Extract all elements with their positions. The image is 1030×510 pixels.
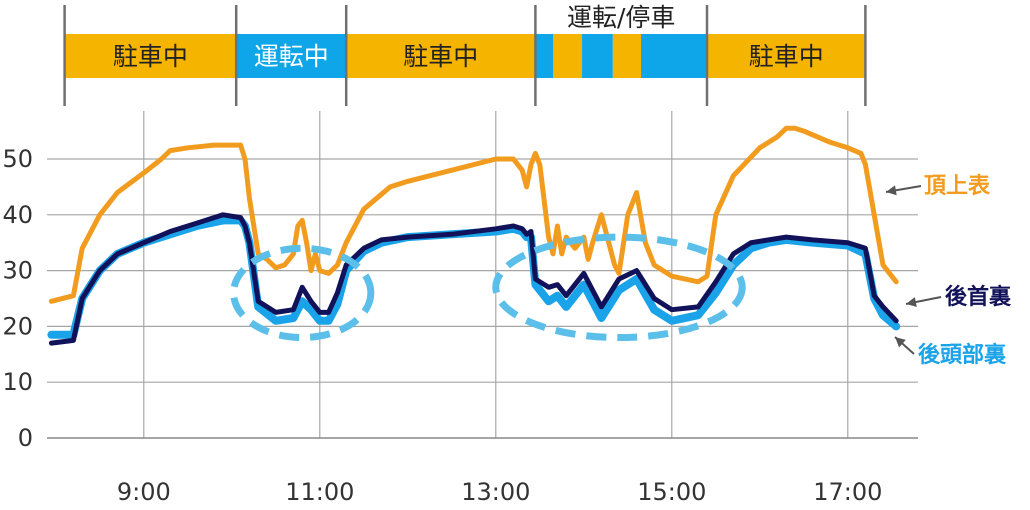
state-segment [236,34,347,78]
x-axis-ticks: 9:00 11:00 13:00 15:00 17:00 [117,478,883,506]
state-segment [346,34,536,78]
state-label: 駐車中 [403,42,478,71]
x-tick-label: 13:00 [461,478,530,506]
y-tick-label: 10 [2,368,33,396]
series-label: 後頭部裏 [918,342,1007,368]
series-line-top [48,125,899,304]
series-label: 頂上表 [924,174,991,199]
state-segment [641,34,707,78]
series-line-back-head [47,216,901,339]
y-tick-label: 20 [2,312,33,340]
state-band: 駐車中 運転中 駐車中 駐車中 運転/停車 [63,3,867,106]
highlight-ellipse [230,244,375,342]
state-label: 駐車中 [113,42,188,71]
x-tick-label: 15:00 [637,478,706,506]
series-label: 後首裏 [945,284,1012,310]
state-segment [582,34,613,78]
y-tick-label: 30 [2,257,33,285]
y-axis-ticks: 0 10 20 30 40 50 [2,145,33,452]
y-tick-label: 0 [18,424,33,452]
label-arrow-head [906,297,917,307]
state-label: 駐車中 [749,42,824,71]
state-segment [535,34,553,78]
label-arrow-head [895,337,906,348]
label-arrow-head [886,185,897,196]
series-lines [47,125,901,346]
state-segment [707,34,866,78]
x-tick-label: 11:00 [285,478,354,506]
x-tick-label: 17:00 [813,478,882,506]
state-segment [612,34,641,78]
highlight-ellipse [492,233,746,342]
grid [47,111,918,438]
state-label: 運転中 [254,42,329,71]
state-segment [553,34,583,78]
y-tick-label: 40 [2,201,33,229]
x-tick-label: 9:00 [117,478,171,506]
series-line-back-neck [48,212,899,346]
highlight-ellipses [230,233,746,342]
y-tick-label: 50 [2,145,33,173]
mixed-period-label: 運転/停車 [567,3,675,32]
state-segment [64,34,237,78]
